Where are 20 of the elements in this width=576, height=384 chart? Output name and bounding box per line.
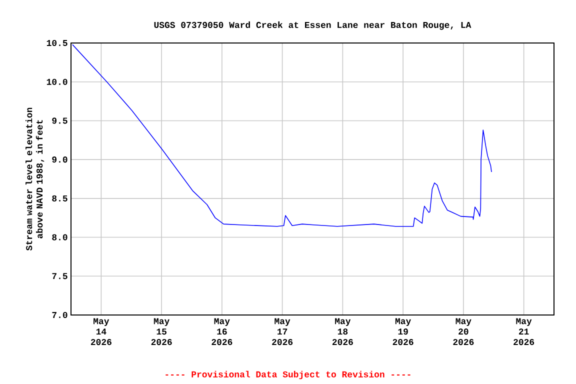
y-tick-label: 7.0 — [52, 312, 68, 318]
y-tick-label: 7.5 — [52, 273, 68, 280]
y-tick-label: 10.0 — [46, 78, 68, 85]
y-tick-label: 10.5 — [46, 40, 68, 46]
x-tick-label: May 16 2026 — [212, 318, 232, 346]
chart-title: USGS 07379050 Ward Creek at Essen Lane near Baton Rouge, LA — [154, 21, 472, 30]
x-tick-label: May 15 2026 — [151, 318, 172, 346]
y-tick-label: 9.0 — [52, 156, 68, 163]
line-series — [72, 44, 492, 227]
x-tick-label: May 20 2026 — [453, 318, 474, 346]
y-axis-title: Stream water level elevation above NAVD 1988, in feet — [26, 108, 44, 251]
y-tick-label: 8.0 — [52, 234, 68, 240]
x-tick-label: May 14 2026 — [90, 318, 112, 346]
y-tick-label: 9.5 — [52, 118, 68, 124]
x-tick-label: May 21 2026 — [514, 318, 534, 346]
x-tick-label: May 19 2026 — [392, 318, 414, 346]
y-tick-label: 8.5 — [52, 195, 68, 202]
text: ---- Provisional Data Subject to Revision ---- — [166, 370, 410, 380]
x-tick-label: May 18 2026 — [332, 318, 353, 346]
x-tick-label: May 17 2026 — [272, 318, 293, 346]
